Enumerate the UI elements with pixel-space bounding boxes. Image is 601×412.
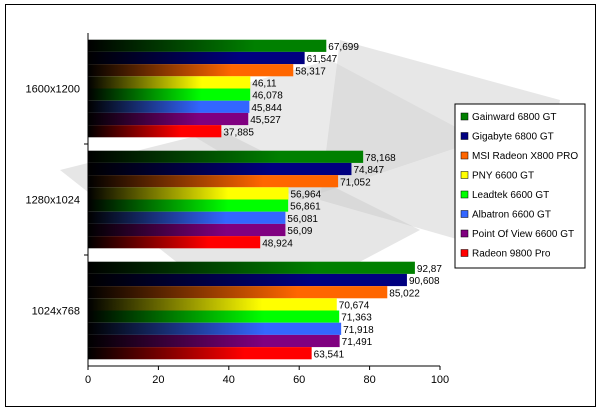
legend-entry: Gigabyte 6800 GT (472, 132, 554, 143)
data-label: 48,924 (262, 238, 293, 249)
bar (88, 100, 250, 113)
bar (88, 162, 352, 176)
legend-swatch (460, 132, 469, 140)
category-label: 1600x1200 (26, 84, 80, 96)
bar (88, 322, 342, 335)
bar (88, 298, 337, 311)
bar (88, 273, 407, 287)
data-label: 85,022 (389, 288, 420, 299)
legend-entry: Point Of View 6600 GT (472, 229, 574, 240)
data-label: 70,674 (339, 301, 370, 312)
bar (88, 199, 289, 212)
legend-box (454, 103, 586, 269)
bar (88, 236, 261, 249)
legend-swatch (460, 210, 469, 218)
data-label: 71,363 (341, 313, 372, 324)
bar (88, 51, 305, 65)
data-label: 45,527 (250, 115, 281, 126)
data-label: 37,885 (223, 127, 254, 138)
bar (88, 334, 340, 348)
data-label: 78,168 (365, 153, 396, 164)
legend-entry: MSI Radeon X800 PRO (472, 151, 578, 162)
legend-swatch (460, 229, 469, 238)
data-label: 74,847 (353, 165, 384, 176)
data-label: 71,491 (342, 337, 373, 348)
data-label: 56,081 (287, 214, 318, 225)
bar (88, 39, 327, 52)
data-label: 67,699 (328, 42, 359, 53)
legend-swatch (460, 151, 469, 160)
bar (88, 88, 251, 101)
data-label: 46,11 (252, 79, 277, 90)
bar (88, 76, 251, 89)
data-label: 56,861 (290, 202, 321, 213)
legend-entry: Leadtek 6600 GT (472, 190, 549, 201)
legend-entry: Radeon 9800 Pro (472, 249, 551, 260)
bar (88, 125, 222, 138)
bar (88, 211, 286, 224)
legend-swatch (460, 249, 469, 257)
legend-swatch (460, 190, 469, 199)
legend-swatch (460, 171, 469, 179)
category-label: 1280x1024 (26, 195, 80, 207)
legend: Gainward 6800 GT Gigabyte 6800 GT MSI Rade… (454, 103, 586, 269)
bar (88, 223, 286, 237)
axes: 1600x1200 1280x1024 1024x768 0 20 40 60 80 100 (26, 33, 449, 386)
bar (88, 175, 339, 188)
legend-entry: PNY 6600 GT (472, 171, 534, 182)
data-label: 63,541 (314, 349, 345, 360)
data-label: 58,317 (295, 66, 326, 77)
data-label: 61,547 (307, 54, 338, 65)
bar (88, 187, 289, 200)
data-label: 46,078 (252, 91, 283, 102)
bar (88, 150, 364, 163)
data-label: 90,608 (409, 276, 440, 287)
bar (88, 261, 415, 274)
data-label: 56,09 (287, 226, 312, 237)
category-label: 1024x768 (32, 306, 80, 318)
data-label: 92,87 (417, 264, 442, 275)
x-tick-label: 100 (431, 374, 449, 386)
legend-entry: Gainward 6800 GT (472, 112, 557, 123)
data-label: 45,844 (251, 103, 282, 114)
legend-entry: Albatron 6600 GT (472, 210, 551, 221)
data-label: 56,964 (291, 190, 322, 201)
x-tick-label: 0 (85, 374, 91, 386)
bar (88, 112, 249, 126)
data-label: 71,918 (343, 325, 374, 336)
bar (88, 310, 340, 323)
x-tick-label: 40 (223, 374, 235, 386)
bar (88, 64, 294, 77)
x-tick-label: 80 (363, 374, 375, 386)
bar (88, 286, 388, 299)
x-tick-label: 20 (152, 374, 164, 386)
x-tick-label: 60 (293, 374, 305, 386)
bar (88, 347, 312, 360)
legend-swatch (460, 112, 469, 121)
data-label: 71,052 (340, 177, 371, 188)
